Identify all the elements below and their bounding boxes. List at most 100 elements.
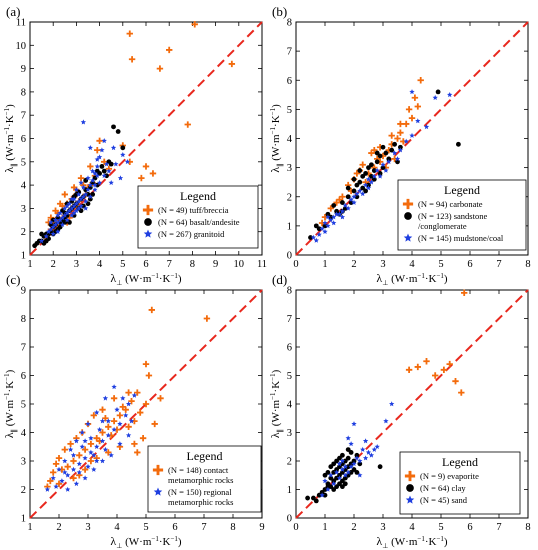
data-point [103, 161, 110, 167]
data-point [405, 366, 413, 373]
data-point [305, 495, 310, 501]
x-tick-label: 1 [322, 259, 327, 270]
data-point [184, 121, 191, 128]
data-point [99, 406, 106, 413]
data-point [120, 152, 126, 158]
data-point [142, 360, 150, 368]
data-point [125, 432, 132, 438]
data-point [69, 212, 75, 218]
data-point [446, 360, 453, 368]
x-tick-label: 4 [97, 259, 103, 270]
data-point [313, 498, 319, 504]
data-point [79, 429, 85, 435]
legend: Legend (N = 49) tuff/breccia (N = 64) basa… [137, 185, 259, 249]
data-point [85, 175, 91, 181]
x-tick-label: 6 [467, 259, 472, 270]
data-point [360, 446, 366, 452]
data-point [90, 412, 97, 419]
data-point [125, 423, 132, 430]
data-point [313, 237, 319, 243]
data-point [435, 89, 441, 95]
data-point [397, 147, 404, 153]
data-point [73, 207, 80, 213]
data-point [70, 457, 77, 465]
data-point [117, 441, 123, 447]
data-point [377, 464, 383, 470]
y-tick-label: 7 [287, 314, 292, 325]
series-0 [44, 306, 211, 490]
y-tick-label: 8 [287, 286, 292, 297]
data-point [105, 423, 112, 430]
legend-entry-label: (N = 145) mudstone/coal [418, 233, 504, 243]
data-point [64, 203, 70, 209]
y-tick-label: 7 [287, 47, 292, 58]
data-point [52, 460, 60, 468]
x-tick-label: 7 [496, 522, 501, 533]
data-point [392, 141, 397, 147]
data-point [316, 231, 322, 237]
legend-entry-label: /conglomerate [418, 221, 467, 231]
data-point [96, 426, 103, 432]
legend-marker [152, 464, 164, 476]
x-tick-label: 9 [213, 259, 218, 270]
data-point [313, 223, 319, 229]
data-point [342, 472, 348, 478]
data-point [319, 492, 325, 498]
data-point [351, 421, 357, 427]
data-point [386, 156, 392, 162]
data-point [94, 146, 101, 154]
y-tick-label: 6 [287, 343, 292, 354]
y-tick-label: 3 [287, 428, 292, 439]
x-tick-label: 1 [27, 259, 32, 270]
data-point [87, 193, 93, 200]
data-point [354, 182, 360, 188]
data-point [70, 474, 77, 482]
data-point [388, 132, 395, 139]
data-point [43, 238, 49, 244]
legend-entry-label: (N = 123) sandstone [418, 211, 487, 221]
data-point [365, 449, 372, 455]
data-point [148, 306, 155, 314]
data-point [345, 194, 351, 200]
data-point [55, 212, 61, 218]
data-point [342, 481, 348, 487]
data-point [62, 205, 68, 211]
data-point [322, 220, 328, 226]
data-point [142, 400, 150, 408]
data-point [369, 162, 374, 168]
panel-label: (d) [272, 272, 287, 287]
data-point [383, 150, 389, 156]
legend-title: Legend [444, 183, 480, 197]
data-point [94, 443, 100, 450]
data-point [99, 418, 106, 424]
data-point [447, 92, 453, 98]
data-point [345, 435, 351, 441]
data-point [138, 174, 145, 182]
y-tick-label: 8 [21, 87, 26, 98]
legend-entry-label: (N = 49) tuff/breccia [158, 205, 229, 215]
data-point [52, 221, 59, 227]
data-point [414, 103, 421, 110]
data-point [339, 214, 346, 220]
data-point [87, 182, 93, 188]
y-tick-label: 3 [21, 457, 26, 468]
data-point [345, 185, 351, 191]
x-tick-label: 1 [27, 522, 32, 533]
data-point [111, 426, 117, 432]
y-axis-label: λ∥ (W·m−1·K−1) [2, 369, 18, 438]
x-tick-label: 7 [167, 259, 172, 270]
data-point [94, 156, 100, 162]
data-point [374, 443, 380, 450]
data-point [228, 60, 236, 68]
legend-entry-label: (N = 150) regional [168, 487, 232, 497]
data-point [345, 447, 351, 452]
x-tick-label: 4 [409, 522, 415, 533]
data-point [423, 358, 430, 365]
data-point [117, 175, 124, 181]
data-point [389, 401, 395, 407]
data-point [102, 395, 109, 401]
y-tick-label: 3 [287, 163, 292, 174]
